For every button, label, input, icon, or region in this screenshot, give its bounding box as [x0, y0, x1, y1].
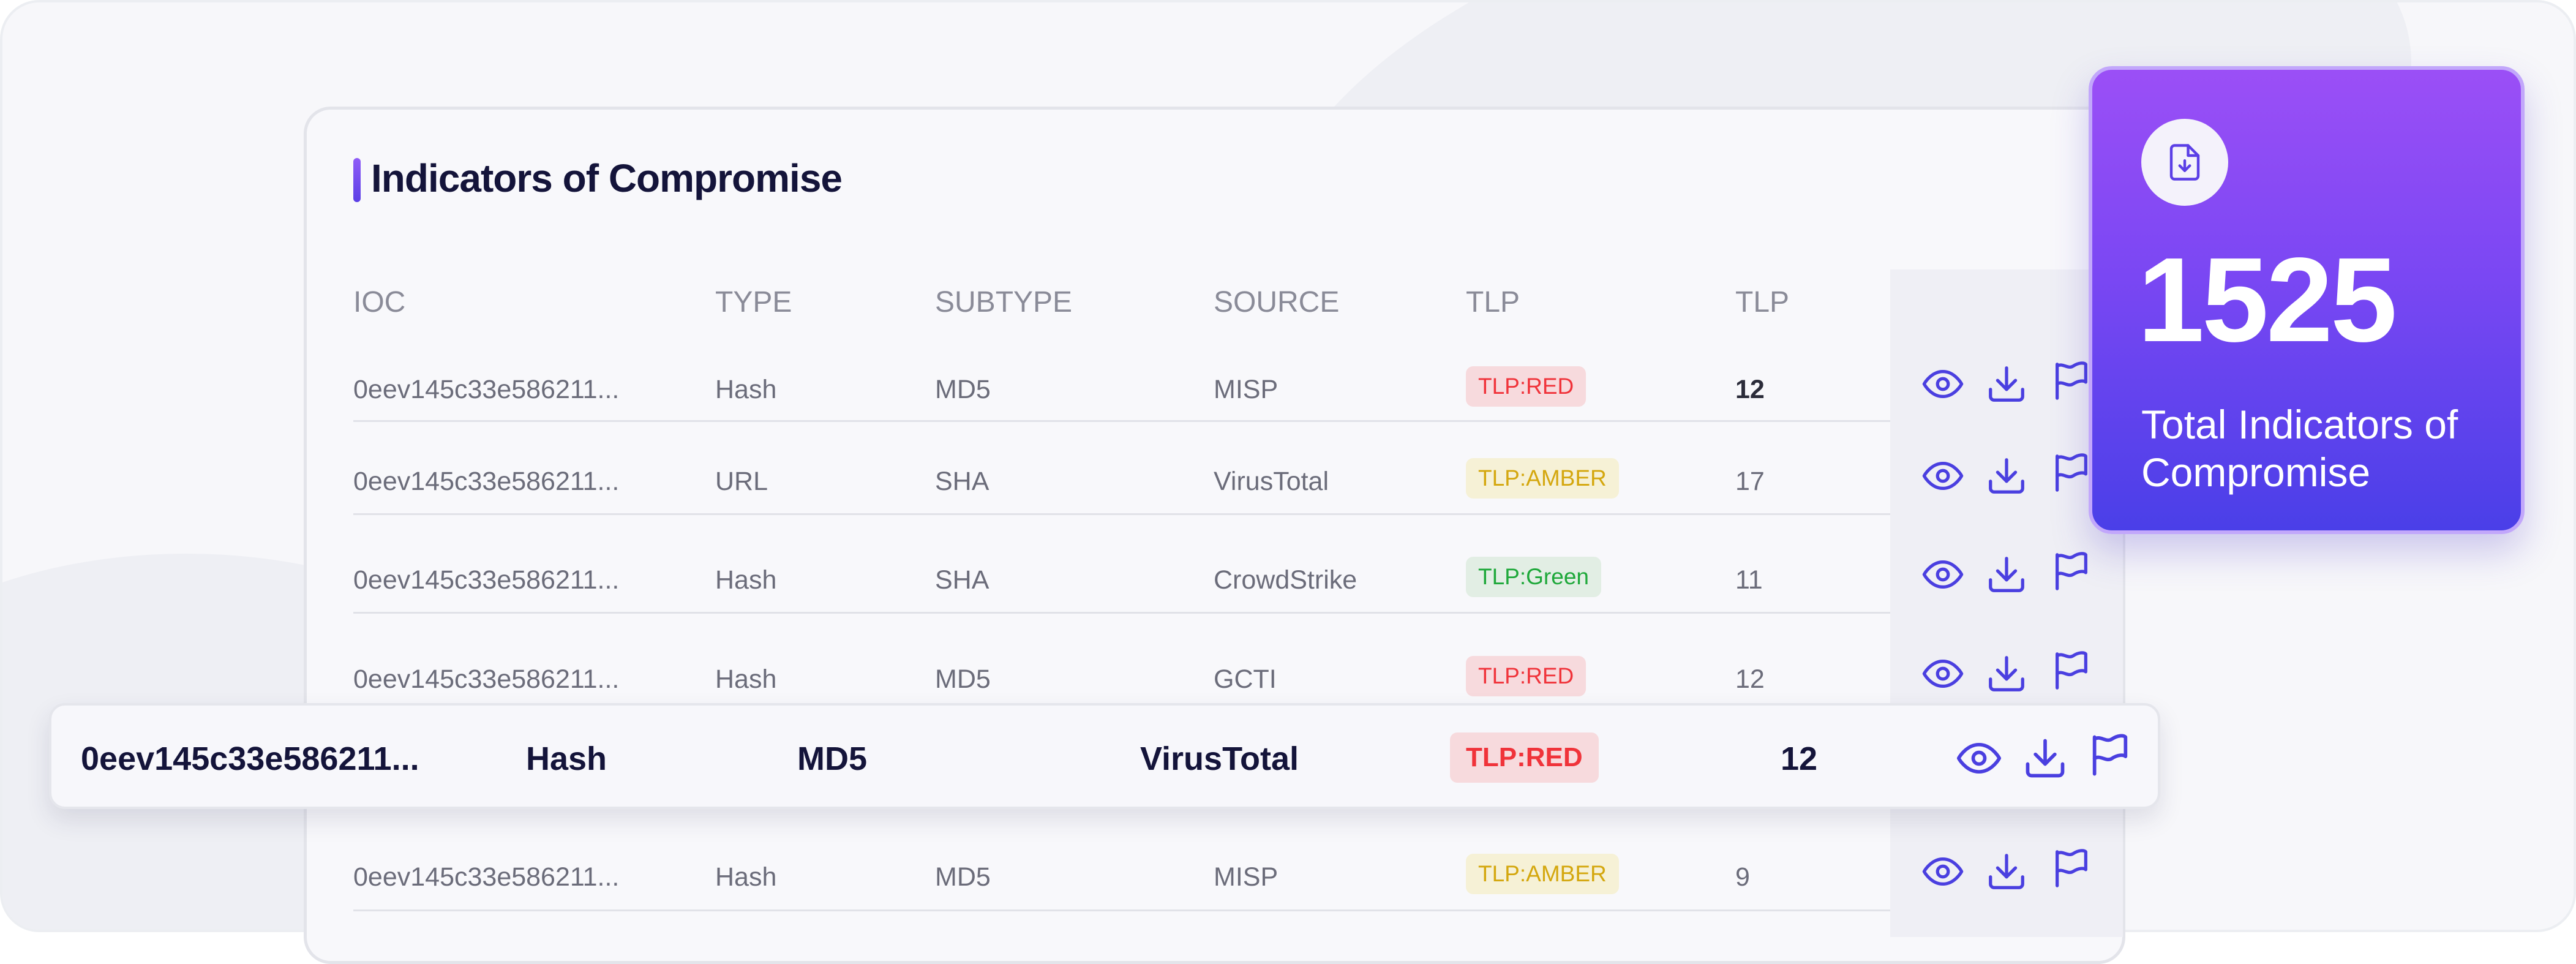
ioc-source: VirusTotal	[1140, 740, 1299, 777]
stat-label: Total Indicators of Compromise	[2141, 402, 2458, 495]
download-icon[interactable]	[1985, 454, 2028, 497]
ioc-ioc: 0eev145c33e586211...	[353, 565, 620, 595]
ioc-type: Hash	[715, 375, 777, 404]
ioc-subtype: MD5	[935, 862, 991, 892]
ioc-value: 0eev145c33e586211...	[81, 740, 419, 777]
ioc-subtype: MD5	[935, 375, 991, 404]
ioc-subtype: MD5	[935, 665, 991, 694]
ioc-ioc: 0eev145c33e586211...	[353, 665, 620, 694]
ioc-ioc: 0eev145c33e586211...	[353, 375, 620, 404]
eye-icon[interactable]	[1921, 652, 1964, 695]
ioc-source: VirusTotal	[1214, 467, 1329, 496]
ioc-source: MISP	[1214, 862, 1279, 892]
file-download-icon	[2169, 144, 2200, 181]
ioc-count: 12	[1781, 740, 1818, 777]
page-title: Indicators of Compromise	[371, 156, 843, 200]
ioc-subtype: MD5	[797, 740, 868, 777]
ioc-count: 9	[1735, 862, 1750, 892]
column-header-source[interactable]: SOURCE	[1214, 286, 1340, 318]
highlighted-table-row[interactable]: 0eev145c33e586211... Hash MD5 VirusTotal…	[49, 703, 2160, 809]
ioc-type: Hash	[526, 740, 607, 777]
row-divider	[353, 513, 1890, 515]
eye-icon[interactable]	[1921, 850, 1964, 893]
ioc-subtype: SHA	[935, 467, 989, 496]
eye-icon[interactable]	[1921, 454, 1964, 497]
flag-icon[interactable]	[2050, 846, 2093, 889]
column-header-tlp-count[interactable]: TLP	[1735, 286, 1790, 318]
tlp-badge: TLP:Green	[1466, 557, 1601, 597]
column-header-type[interactable]: TYPE	[715, 286, 792, 318]
stat-icon-circle	[2141, 119, 2228, 206]
ioc-count: 12	[1735, 375, 1765, 404]
ioc-ioc: 0eev145c33e586211...	[353, 467, 620, 496]
flag-icon[interactable]	[2050, 359, 2093, 402]
total-iocs-card: 1525 Total Indicators of Compromise	[2089, 66, 2525, 534]
title-accent-bar	[353, 158, 361, 202]
download-icon[interactable]	[1985, 850, 2028, 893]
tlp-badge: TLP:RED	[1466, 656, 1587, 696]
download-icon[interactable]	[1985, 553, 2028, 596]
eye-icon[interactable]	[1956, 735, 2002, 781]
ioc-type: URL	[715, 467, 768, 496]
tlp-badge: TLP:AMBER	[1466, 854, 1619, 894]
download-icon[interactable]	[1985, 652, 2028, 695]
ioc-type: Hash	[715, 665, 777, 694]
ioc-type: Hash	[715, 565, 777, 595]
flag-icon[interactable]	[2050, 549, 2093, 592]
ioc-source: MISP	[1214, 375, 1279, 404]
ioc-count: 11	[1735, 565, 1763, 595]
ioc-source: GCTI	[1214, 665, 1277, 694]
column-header-ioc[interactable]: IOC	[353, 286, 406, 318]
download-icon[interactable]	[2022, 735, 2068, 781]
column-header-subtype[interactable]: SUBTYPE	[935, 286, 1073, 318]
ioc-count: 17	[1735, 467, 1765, 496]
flag-icon[interactable]	[2087, 731, 2133, 778]
ioc-table-card	[304, 107, 2125, 964]
ioc-source: CrowdStrike	[1214, 565, 1357, 595]
download-icon[interactable]	[1985, 363, 2028, 405]
eye-icon[interactable]	[1921, 553, 1964, 596]
tlp-badge: TLP:AMBER	[1466, 458, 1619, 499]
ioc-count: 12	[1735, 665, 1765, 694]
flag-icon[interactable]	[2050, 649, 2093, 691]
tlp-badge: TLP:RED	[1466, 366, 1587, 407]
ioc-subtype: SHA	[935, 565, 989, 595]
row-divider	[353, 612, 1890, 614]
ioc-ioc: 0eev145c33e586211...	[353, 862, 620, 892]
column-header-tlp[interactable]: TLP	[1466, 286, 1520, 318]
row-divider	[353, 420, 1890, 422]
stat-value: 1525	[2138, 233, 2397, 367]
tlp-badge: TLP:RED	[1450, 732, 1599, 783]
row-divider	[353, 909, 1890, 911]
ioc-type: Hash	[715, 862, 777, 892]
eye-icon[interactable]	[1921, 363, 1964, 405]
flag-icon[interactable]	[2050, 451, 2093, 494]
